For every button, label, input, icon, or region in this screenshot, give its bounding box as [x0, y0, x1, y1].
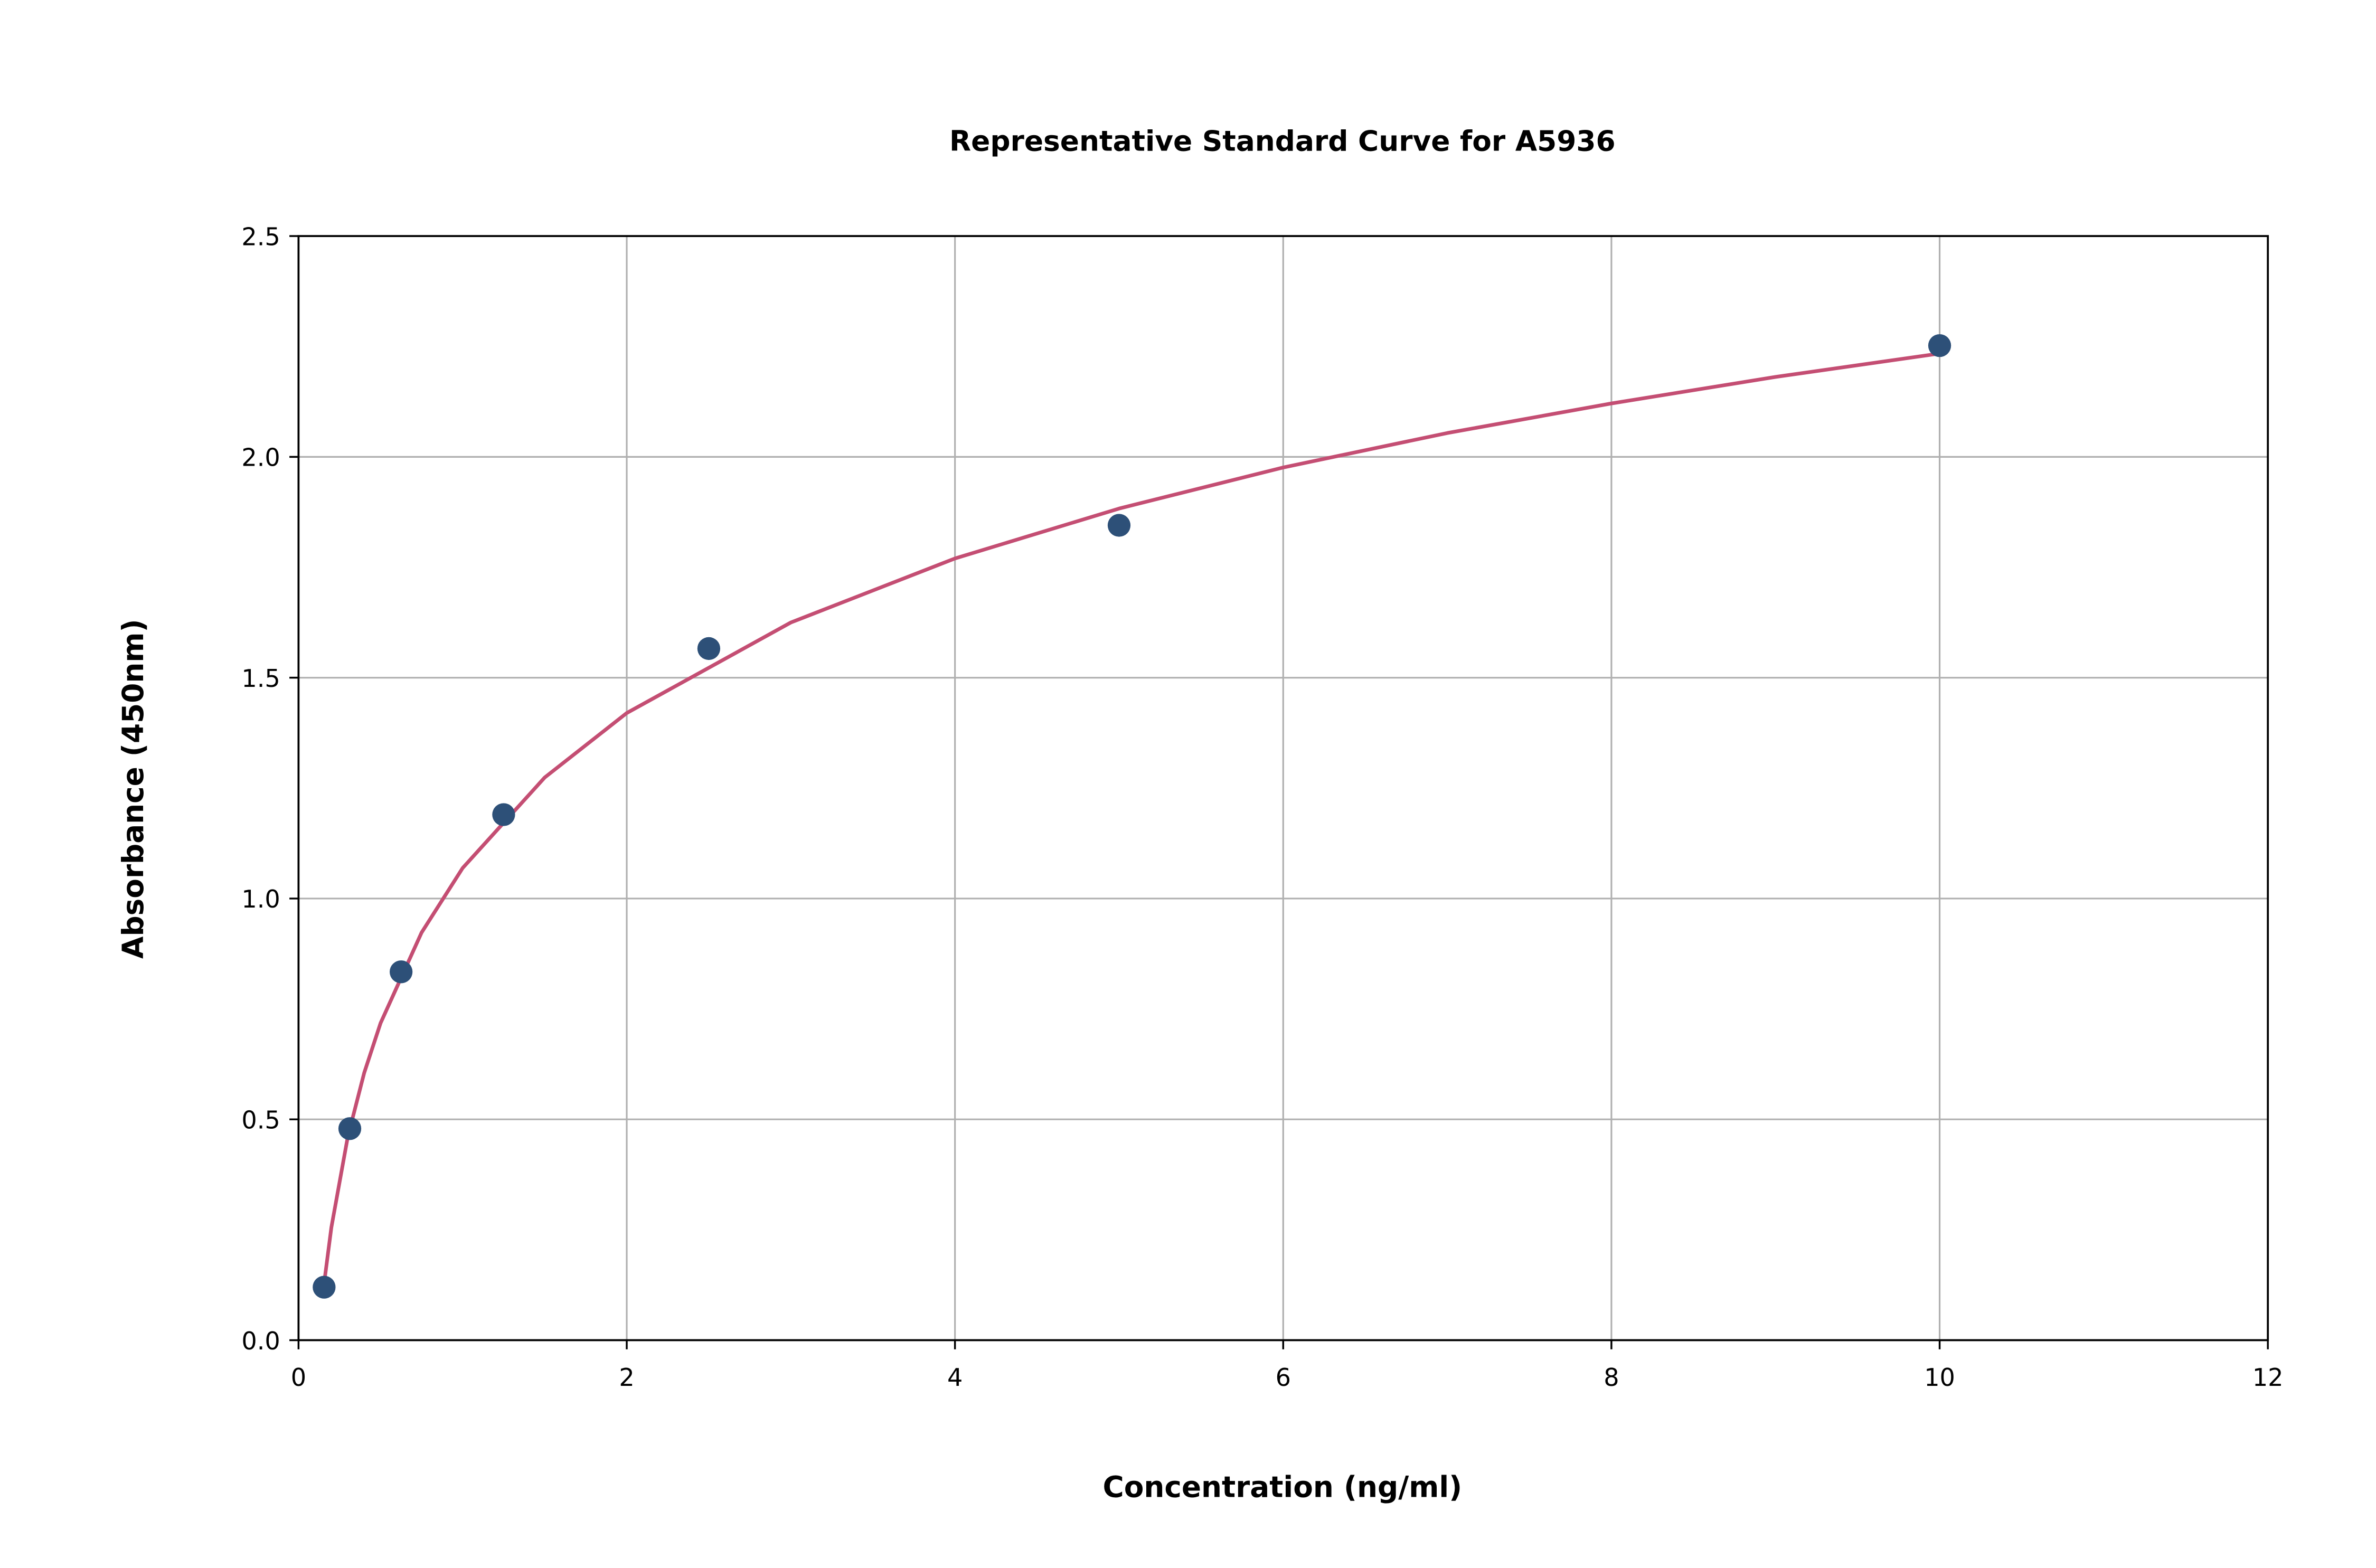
y-tick-label: 2.0: [241, 443, 280, 472]
x-tick-label: 10: [1924, 1363, 1955, 1392]
y-tick-label: 0.0: [241, 1327, 280, 1355]
data-point: [697, 637, 721, 660]
y-tick-label: 2.5: [241, 222, 280, 251]
axis-ticks: 0 2 4 6 8 10 12 0.0 0.5 1.0 1.5 2.0 2.5: [241, 222, 2283, 1392]
fit-curve-layer: [322, 352, 1940, 1283]
data-points-layer: [313, 334, 1951, 1299]
x-tick-label: 0: [291, 1363, 306, 1392]
data-point: [492, 803, 515, 826]
y-tick-label: 1.0: [241, 885, 280, 913]
chart-title: Representative Standard Curve for A5936: [949, 125, 1616, 158]
x-axis-label: Concentration (ng/ml): [1103, 1470, 1463, 1504]
y-axis-label: Absorbance (450nm): [116, 619, 150, 959]
data-point: [390, 960, 413, 984]
y-tick-label: 0.5: [241, 1106, 280, 1135]
y-tick-label: 1.5: [241, 664, 280, 693]
x-tick-label: 12: [2252, 1363, 2284, 1392]
data-point: [313, 1276, 336, 1299]
fit-curve-line: [322, 352, 1940, 1283]
x-tick-label: 2: [619, 1363, 634, 1392]
data-point: [338, 1117, 362, 1140]
grid-lines: [297, 235, 2269, 1342]
data-point: [1928, 334, 1951, 357]
x-tick-label: 6: [1276, 1363, 1291, 1392]
data-point: [1107, 514, 1131, 537]
x-tick-label: 4: [947, 1363, 963, 1392]
x-tick-label: 8: [1604, 1363, 1619, 1392]
